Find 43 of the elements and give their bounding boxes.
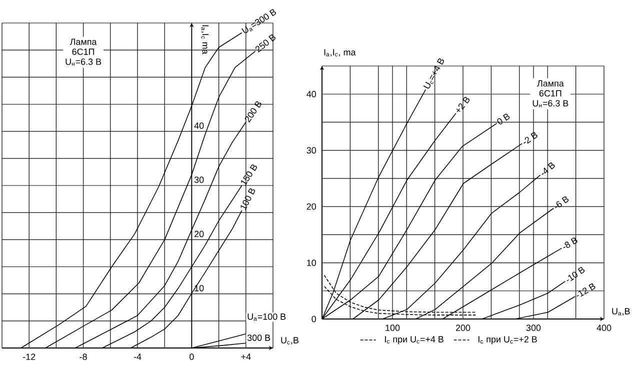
y-tick-label: 10: [307, 260, 316, 266]
text: -8 В: [563, 238, 578, 248]
y-tick-label: 0: [312, 316, 316, 322]
y-tick-label: 10: [194, 284, 204, 292]
text: U$_{a}$=300 В: [242, 9, 276, 34]
x-tick-label: -12: [23, 354, 36, 360]
annotation: U$_{н}$=6.3 В: [532, 100, 568, 108]
annotation: Лампа: [537, 80, 564, 87]
text: 100 В: [240, 188, 255, 210]
y-axis-title: I$_{a}$,I$_{c}$ ma: [201, 25, 209, 54]
y-tick-label: 40: [194, 122, 204, 129]
text: +2 В: [456, 96, 470, 112]
annotation: 6С1П: [72, 48, 94, 55]
text: 250 В: [255, 34, 276, 53]
series-label: U$_{a}$=100 В: [248, 313, 286, 321]
x-tick-label: 300: [526, 324, 541, 331]
x-tick-label: -4: [134, 354, 142, 360]
annotation: 6С1П: [539, 90, 562, 97]
y-tick-label: 20: [194, 230, 204, 238]
y-tick-label: 30: [194, 176, 204, 183]
x-tick-label: -8: [80, 354, 87, 360]
text: -4 В: [542, 162, 555, 175]
x-axis-title: U$_{c}$,В: [281, 337, 298, 344]
x-axis-title: U$_{a}$,В: [612, 308, 630, 316]
text: 150 В: [241, 164, 257, 186]
y-tick-label: 30: [306, 147, 316, 154]
text: -6 В: [555, 196, 569, 208]
text: -12 В: [576, 284, 596, 297]
x-tick-label: 0: [190, 354, 194, 360]
y-axis-title: I$_{a}$,I$_{c}$, ma: [324, 49, 356, 56]
series-label: 300 В: [247, 334, 270, 341]
text: -10 В: [566, 267, 585, 282]
x-tick-label: 100: [386, 324, 400, 331]
annotation: U$_{н}$=6.3 В: [66, 58, 102, 66]
x-tick-label: 200: [456, 324, 470, 331]
legend-label: I$_{c}$ при U$_{c}$=+4 В: [385, 336, 444, 344]
x-tick-label: +4: [241, 354, 251, 360]
y-tick-label: 40: [306, 90, 316, 98]
y-tick-label: 20: [306, 203, 316, 210]
legend-label: I$_{c}$ при U$_{c}$=+2 В: [478, 336, 537, 344]
text: -2 В: [524, 132, 538, 144]
x-tick-label: 400: [596, 324, 612, 331]
annotation: Лампа: [70, 38, 97, 45]
